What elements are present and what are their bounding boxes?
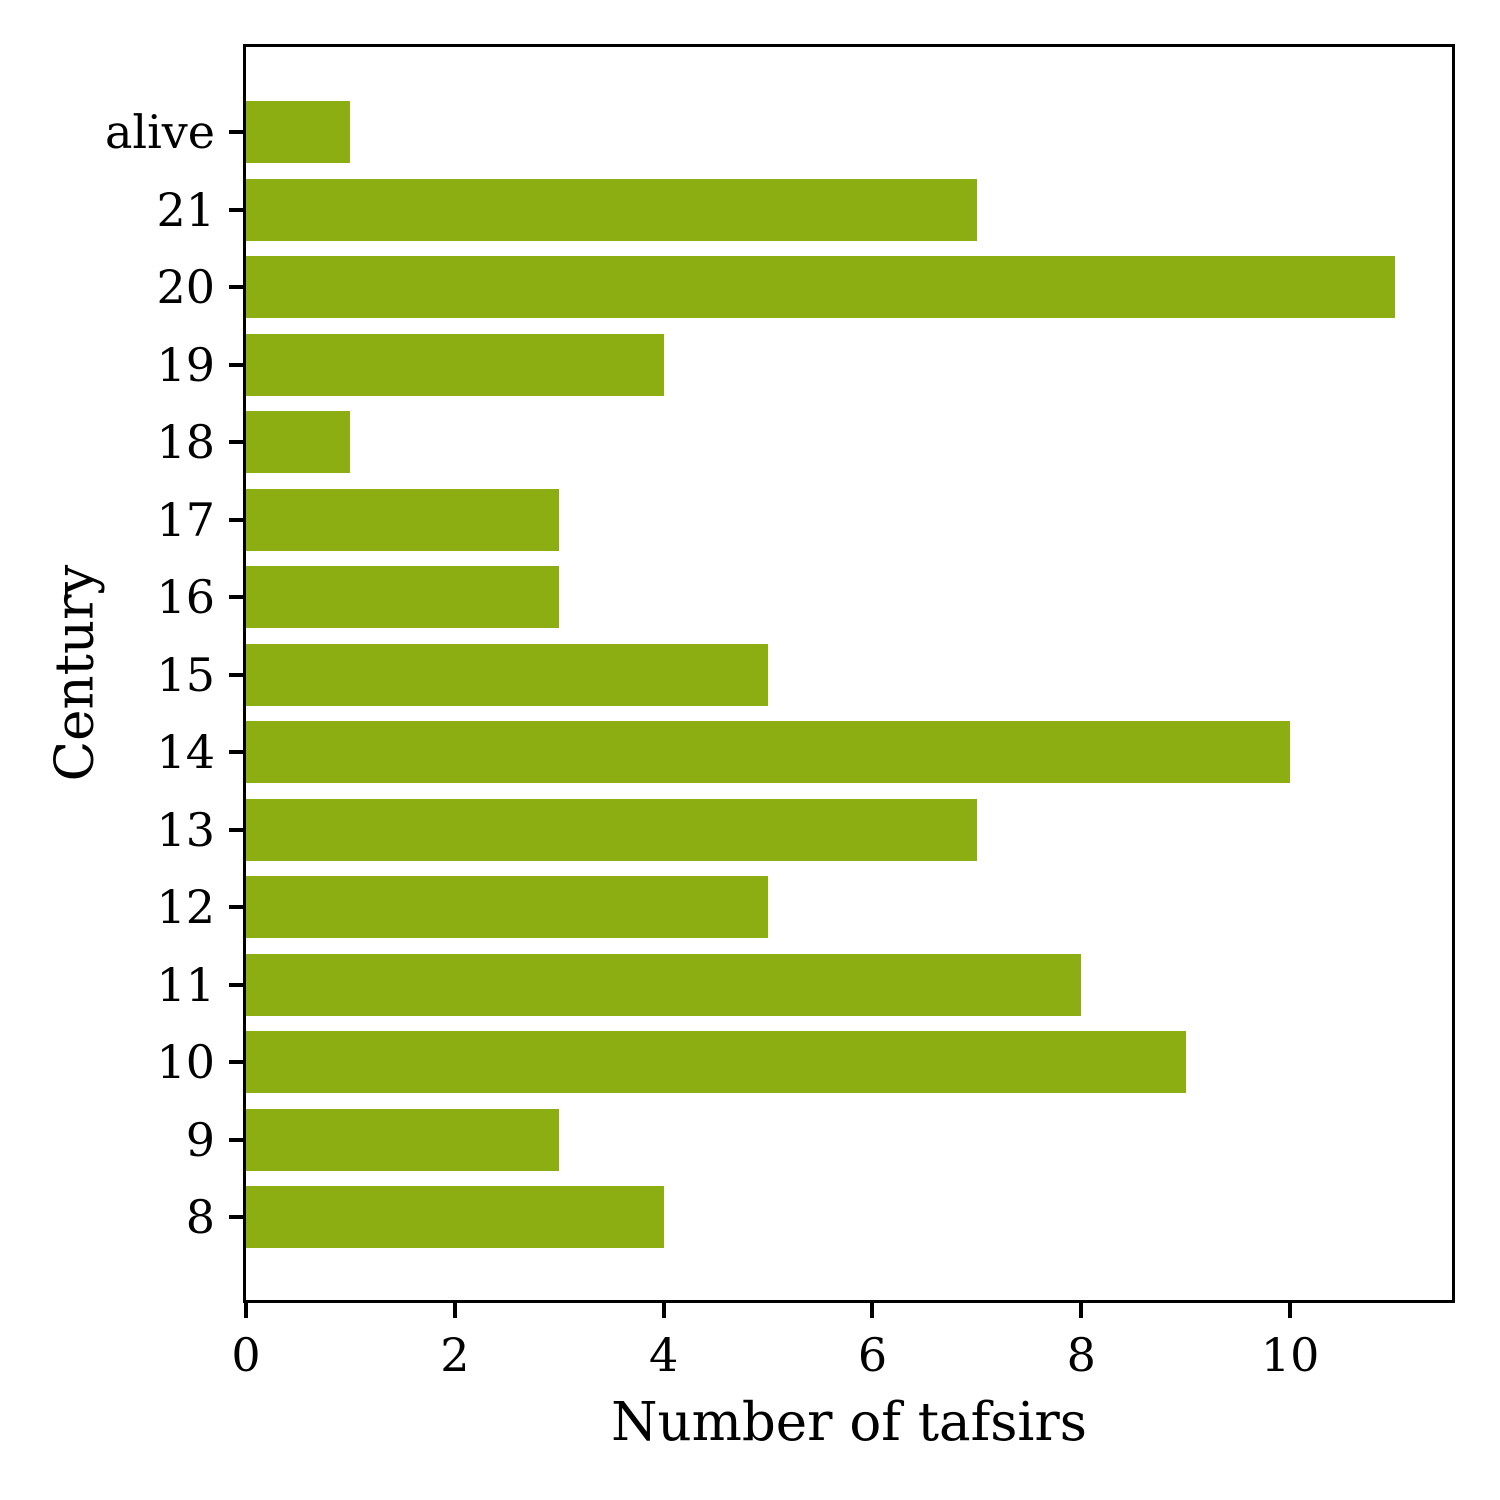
bar-10 bbox=[246, 1031, 1186, 1093]
y-tick-label-21: 21 bbox=[156, 182, 215, 237]
y-tick-label-15: 15 bbox=[156, 647, 215, 702]
y-tick-mark-19 bbox=[229, 362, 243, 367]
x-tick-label-2: 2 bbox=[440, 1328, 470, 1382]
x-tick-mark-8 bbox=[1079, 1303, 1084, 1318]
y-tick-mark-18 bbox=[229, 440, 243, 444]
y-tick-label-20: 20 bbox=[156, 260, 215, 314]
x-tick-marks bbox=[244, 1303, 1452, 1318]
x-tick-mark-0 bbox=[244, 1303, 248, 1318]
y-tick-mark-16 bbox=[229, 595, 243, 599]
x-tick-mark-2 bbox=[452, 1303, 457, 1318]
bar-20 bbox=[246, 256, 1395, 318]
y-tick-label-14: 14 bbox=[156, 725, 215, 779]
x-tick-label-4: 4 bbox=[649, 1328, 679, 1382]
bar-21 bbox=[246, 178, 977, 241]
bar-alive bbox=[246, 101, 351, 163]
y-tick-label-11: 11 bbox=[156, 957, 215, 1012]
y-tick-mark-14 bbox=[229, 750, 243, 754]
bar-12 bbox=[246, 876, 769, 938]
y-tick-mark-8 bbox=[229, 1215, 243, 1219]
bar-8 bbox=[246, 1186, 664, 1248]
x-tick-label-0: 0 bbox=[231, 1328, 261, 1382]
y-tick-mark-17 bbox=[229, 517, 243, 522]
bar-9 bbox=[246, 1108, 560, 1171]
y-tick-label-12: 12 bbox=[156, 880, 215, 934]
y-tick-mark-21 bbox=[229, 207, 243, 212]
plot-area bbox=[243, 44, 1455, 1303]
bar-13 bbox=[246, 798, 977, 861]
y-tick-label-10: 10 bbox=[156, 1035, 215, 1089]
bar-11 bbox=[246, 953, 1082, 1016]
y-tick-mark-9 bbox=[229, 1137, 243, 1142]
bar-15 bbox=[246, 643, 769, 706]
x-tick-mark-10 bbox=[1288, 1303, 1293, 1318]
y-tick-marks bbox=[229, 47, 243, 1300]
y-tick-mark-13 bbox=[229, 827, 243, 832]
bar-17 bbox=[246, 488, 560, 551]
y-tick-mark-10 bbox=[229, 1060, 243, 1064]
y-tick-mark-11 bbox=[229, 982, 243, 987]
x-tick-label-6: 6 bbox=[857, 1328, 888, 1382]
x-tick-label-8: 8 bbox=[1066, 1328, 1096, 1382]
bar-19 bbox=[246, 333, 664, 396]
y-tick-label-18: 18 bbox=[156, 415, 215, 469]
y-tick-label-8: 8 bbox=[185, 1190, 215, 1244]
bar-16 bbox=[246, 566, 560, 628]
y-tick-label-17: 17 bbox=[156, 492, 215, 547]
bar-18 bbox=[246, 411, 351, 473]
x-tick-labels: 0 2 4 6 8 10 bbox=[231, 1327, 1452, 1387]
x-tick-label-10: 10 bbox=[1260, 1328, 1320, 1382]
y-tick-label-9: 9 bbox=[185, 1112, 215, 1167]
x-tick-mark-4 bbox=[661, 1303, 666, 1318]
bar-14 bbox=[246, 721, 1291, 783]
y-tick-label-13: 13 bbox=[156, 802, 215, 857]
x-axis-label: Number of tafsirs bbox=[611, 1392, 1087, 1453]
y-tick-mark-alive bbox=[229, 130, 243, 134]
y-tick-mark-12 bbox=[229, 905, 243, 909]
y-tick-labels: alive 21 20 19 18 17 16 15 14 13 12 11 10 9 8 bbox=[0, 47, 215, 1300]
y-tick-mark-15 bbox=[229, 672, 243, 677]
y-tick-mark-20 bbox=[229, 285, 243, 289]
y-tick-label-19: 19 bbox=[156, 337, 215, 392]
bars-layer bbox=[246, 47, 1452, 1300]
x-tick-mark-6 bbox=[870, 1303, 875, 1318]
y-tick-label-alive: alive bbox=[104, 105, 215, 159]
y-tick-label-16: 16 bbox=[156, 570, 215, 624]
